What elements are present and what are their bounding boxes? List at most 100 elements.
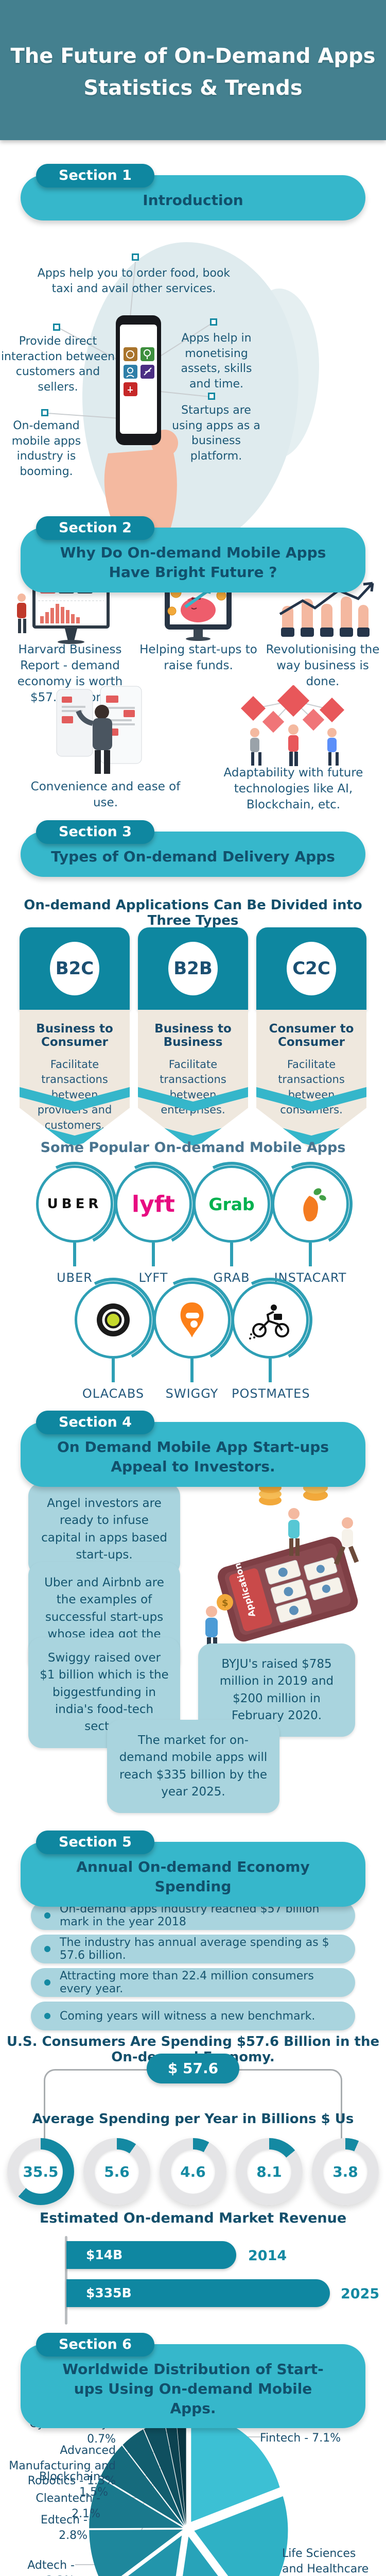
section2-header: Section 2 Why Do On-demand Mobile Apps H… [0, 516, 386, 592]
medal-stem [309, 1243, 312, 1266]
donut-5-6: 5.6 [83, 2138, 150, 2205]
type-card-b2c: B2C Business to Consumer Facilitate tran… [20, 927, 130, 1150]
avg-spending-heading: Average Spending per Year in Billions $ … [32, 2111, 354, 2127]
pie-label-edtech: Edtech - 2.8% [41, 2514, 87, 2542]
section1-header: Section 1 Introduction [0, 164, 386, 221]
type-card-c2c: C2C Consumer to Consumer Facilitate tran… [256, 927, 366, 1150]
app-swiggy-label: SWIGGY [165, 1386, 219, 1401]
uber-logo: UBER [36, 1165, 113, 1243]
section5-header: Section 5 Annual On-demand Economy Spend… [0, 1831, 386, 1907]
app-uber-label: UBER [57, 1270, 93, 1285]
donut-3-8: 3.8 [312, 2138, 379, 2205]
callout-right: Apps help in monetising assets, skills a… [181, 332, 252, 391]
callout-marker-left [53, 324, 60, 331]
investors-section: Application $ Angel investors are ready … [0, 1473, 386, 1814]
section6-header: Section 6 Worldwide Distribution of Star… [0, 2333, 386, 2429]
app-instacart: INSTACART [272, 1165, 349, 1285]
us-spending-heading: U.S. Consumers Are Spending $57.6 Billio… [6, 2034, 380, 2065]
svg-text:$: $ [222, 1598, 229, 1608]
ola-icon [97, 1303, 130, 1336]
type-card-b2b-header: B2B [138, 927, 248, 1010]
investor-box-5: The market for on-demand mobile apps wil… [107, 1720, 279, 1814]
app-postmates-label: POSTMATES [232, 1386, 310, 1401]
spending-bullet-4: Coming years will witness a new benchmar… [31, 2002, 355, 2030]
intro-illustration: Apps help you to order food, book taxi a… [0, 222, 386, 585]
b2c-badge: B2C [50, 942, 99, 995]
section2-title: Why Do On-demand Mobile Apps Have Bright… [21, 528, 365, 592]
courier-bike-icon [249, 1304, 289, 1340]
type-card-b2c-body: Business to Consumer Facilitate transact… [20, 1010, 130, 1150]
c2c-badge: C2C [287, 942, 336, 995]
bullet-dot-icon [44, 1979, 50, 1986]
b2c-title: Business to Consumer [36, 1022, 113, 1049]
market-revenue-bar-chart: $14B 2014 $335B 2025 [0, 2234, 386, 2329]
idea-app-icon [141, 347, 154, 361]
bar-2014: $14B [66, 2241, 236, 2269]
why-row1: Harvard Business Report - demand economy… [0, 576, 386, 704]
bracket-left [44, 2069, 148, 2177]
app-grab: Grab GRAB [193, 1165, 270, 1285]
pie-label-cleantech: Cleantech - 2.1% [36, 2492, 100, 2520]
section5-pill: Section 5 [36, 1831, 154, 1854]
bar-2025: $335B [66, 2279, 330, 2307]
page-title: The Future of On-Demand Apps Statistics &… [0, 0, 386, 104]
pie-label-life-sciences: Life Sciences and Healthcare - 6.8% [282, 2547, 369, 2575]
hand-icon [104, 448, 177, 531]
app-swiggy: SWIGGY [153, 1281, 231, 1401]
types-heading: On-demand Applications Can Be Divided in… [24, 897, 362, 928]
section4-header: Section 4 On Demand Mobile App Start-ups… [0, 1411, 386, 1487]
app-lyft-label: LYFT [138, 1270, 168, 1285]
why-item-3: Revolutionising the way business is done… [266, 643, 380, 689]
pie-label-adtech: Adtech - 3.3% [27, 2559, 75, 2576]
donut-35-5: 35.5 [7, 2138, 74, 2205]
callout-left: Provide direct interaction between custo… [1, 335, 115, 394]
app-olacabs: OLACABS [75, 1281, 152, 1401]
type-card-c2c-header: C2C [256, 927, 366, 1010]
page-title-line2: Statistics & Trends [83, 76, 303, 100]
bullet-dot-icon [44, 1946, 50, 1952]
app-uber: UBER UBER [36, 1165, 113, 1285]
medal-stem [269, 1359, 272, 1382]
section4-pill: Section 4 [36, 1411, 154, 1434]
section3-pill: Section 3 [36, 820, 154, 844]
spending-bullet-3: Attracting more than 22.4 million consum… [31, 1968, 355, 1997]
callout-bottom-left: On-demand mobile apps industry is boomin… [11, 419, 81, 479]
donut-value: 35.5 [23, 2163, 59, 2180]
swiggy-icon [180, 1302, 204, 1337]
adaptability-illustration [240, 685, 345, 766]
donut-4-6: 4.6 [160, 2138, 226, 2205]
page-title-line1: The Future of On-Demand Apps [10, 44, 376, 68]
why-item-1: Harvard Business Report - demand economy… [17, 643, 123, 705]
pie-label-blockchain: Blockchain - 1.5% [39, 2470, 108, 2499]
background-blob-small [242, 289, 319, 459]
bar-2025-year: 2025 [341, 2286, 380, 2302]
carrot-icon [303, 1188, 326, 1222]
total-pill: $ 57.6 Total [147, 2054, 239, 2107]
b2b-title: Business to Business [154, 1022, 232, 1049]
b2b-badge: B2B [168, 942, 218, 995]
investor-people [205, 1508, 359, 1649]
section6-title: Worldwide Distribution of Start-ups Usin… [21, 2344, 365, 2429]
bullet-dot-icon [44, 1912, 50, 1919]
callout-marker-right [210, 318, 217, 326]
spending-bullet-2: The industry has annual average spending… [31, 1935, 355, 1963]
donut-chart-row: 35.5 5.6 4.6 8.1 3.8 [0, 2138, 386, 2205]
type-card-b2c-header: B2C [20, 927, 130, 1010]
callout-marker-bottom-left [41, 409, 48, 416]
medal-stem [73, 1243, 76, 1266]
donut-value: 8.1 [256, 2163, 282, 2180]
type-card-b2b-body: Business to Business Facilitate transact… [138, 1010, 248, 1150]
popular-heading: Some Popular On-demand Mobile Apps [40, 1140, 346, 1156]
why-item-4: Convenience and ease of use. [30, 780, 181, 810]
bracket-right [238, 2069, 342, 2177]
bar-axis [65, 2236, 67, 2325]
section6-pill: Section 6 [36, 2333, 154, 2357]
callout-marker-top [132, 253, 139, 261]
why-item-2: Helping start-ups to raise funds. [139, 643, 257, 673]
callout-marker-bottom-right [208, 393, 215, 400]
type-card-c2c-body: Consumer to Consumer Facilitate transact… [256, 1010, 366, 1150]
medal-stem [230, 1243, 233, 1266]
bullet-dot-icon [44, 2013, 50, 2019]
app-grab-label: GRAB [213, 1270, 250, 1285]
